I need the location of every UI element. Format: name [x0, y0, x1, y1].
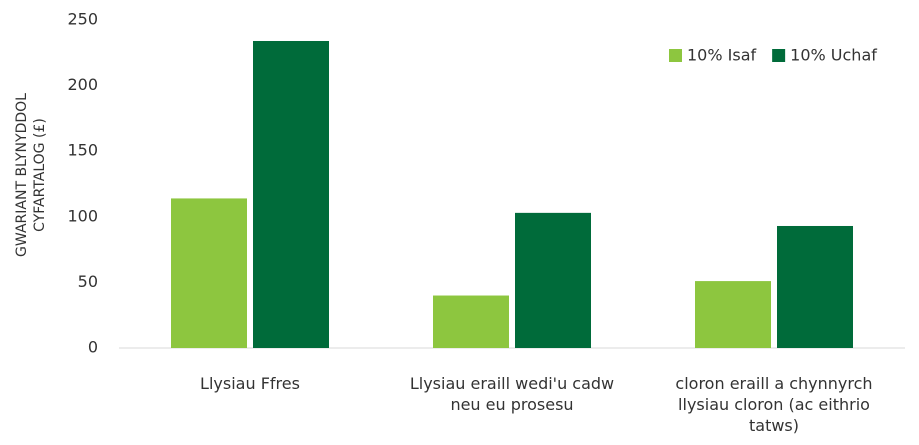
x-tick-label: Llysiau eraill wedi'u cadw neu eu proses…	[409, 374, 615, 414]
y-axis-label: GWARIANT BLYNYDDOL CYFARTALOG (£)	[14, 93, 48, 257]
y-tick-label: 0	[88, 338, 98, 357]
y-tick-label: 50	[78, 272, 98, 291]
y-axis-label-line: GWARIANT BLYNYDDOL	[14, 93, 30, 257]
y-tick-label: 100	[67, 206, 98, 225]
legend-label: 10% Isaf	[687, 46, 757, 65]
bar	[433, 295, 509, 348]
y-tick-label: 200	[67, 75, 98, 94]
legend-label: 10% Uchaf	[790, 46, 877, 65]
bar	[777, 225, 853, 348]
x-tick-label: Llysiau Ffres	[200, 374, 300, 393]
legend-swatch	[772, 49, 786, 62]
y-axis-label-line: CYFARTALOG (£)	[32, 118, 48, 232]
bar	[695, 281, 771, 348]
y-tick-label: 250	[67, 10, 98, 29]
legend-swatch	[669, 49, 682, 62]
bar	[171, 198, 247, 348]
bar	[253, 40, 329, 348]
x-tick-label: cloron eraill a chynnyrch llysiau cloron…	[675, 374, 873, 435]
bar	[515, 212, 591, 348]
y-tick-label: 150	[67, 141, 98, 160]
